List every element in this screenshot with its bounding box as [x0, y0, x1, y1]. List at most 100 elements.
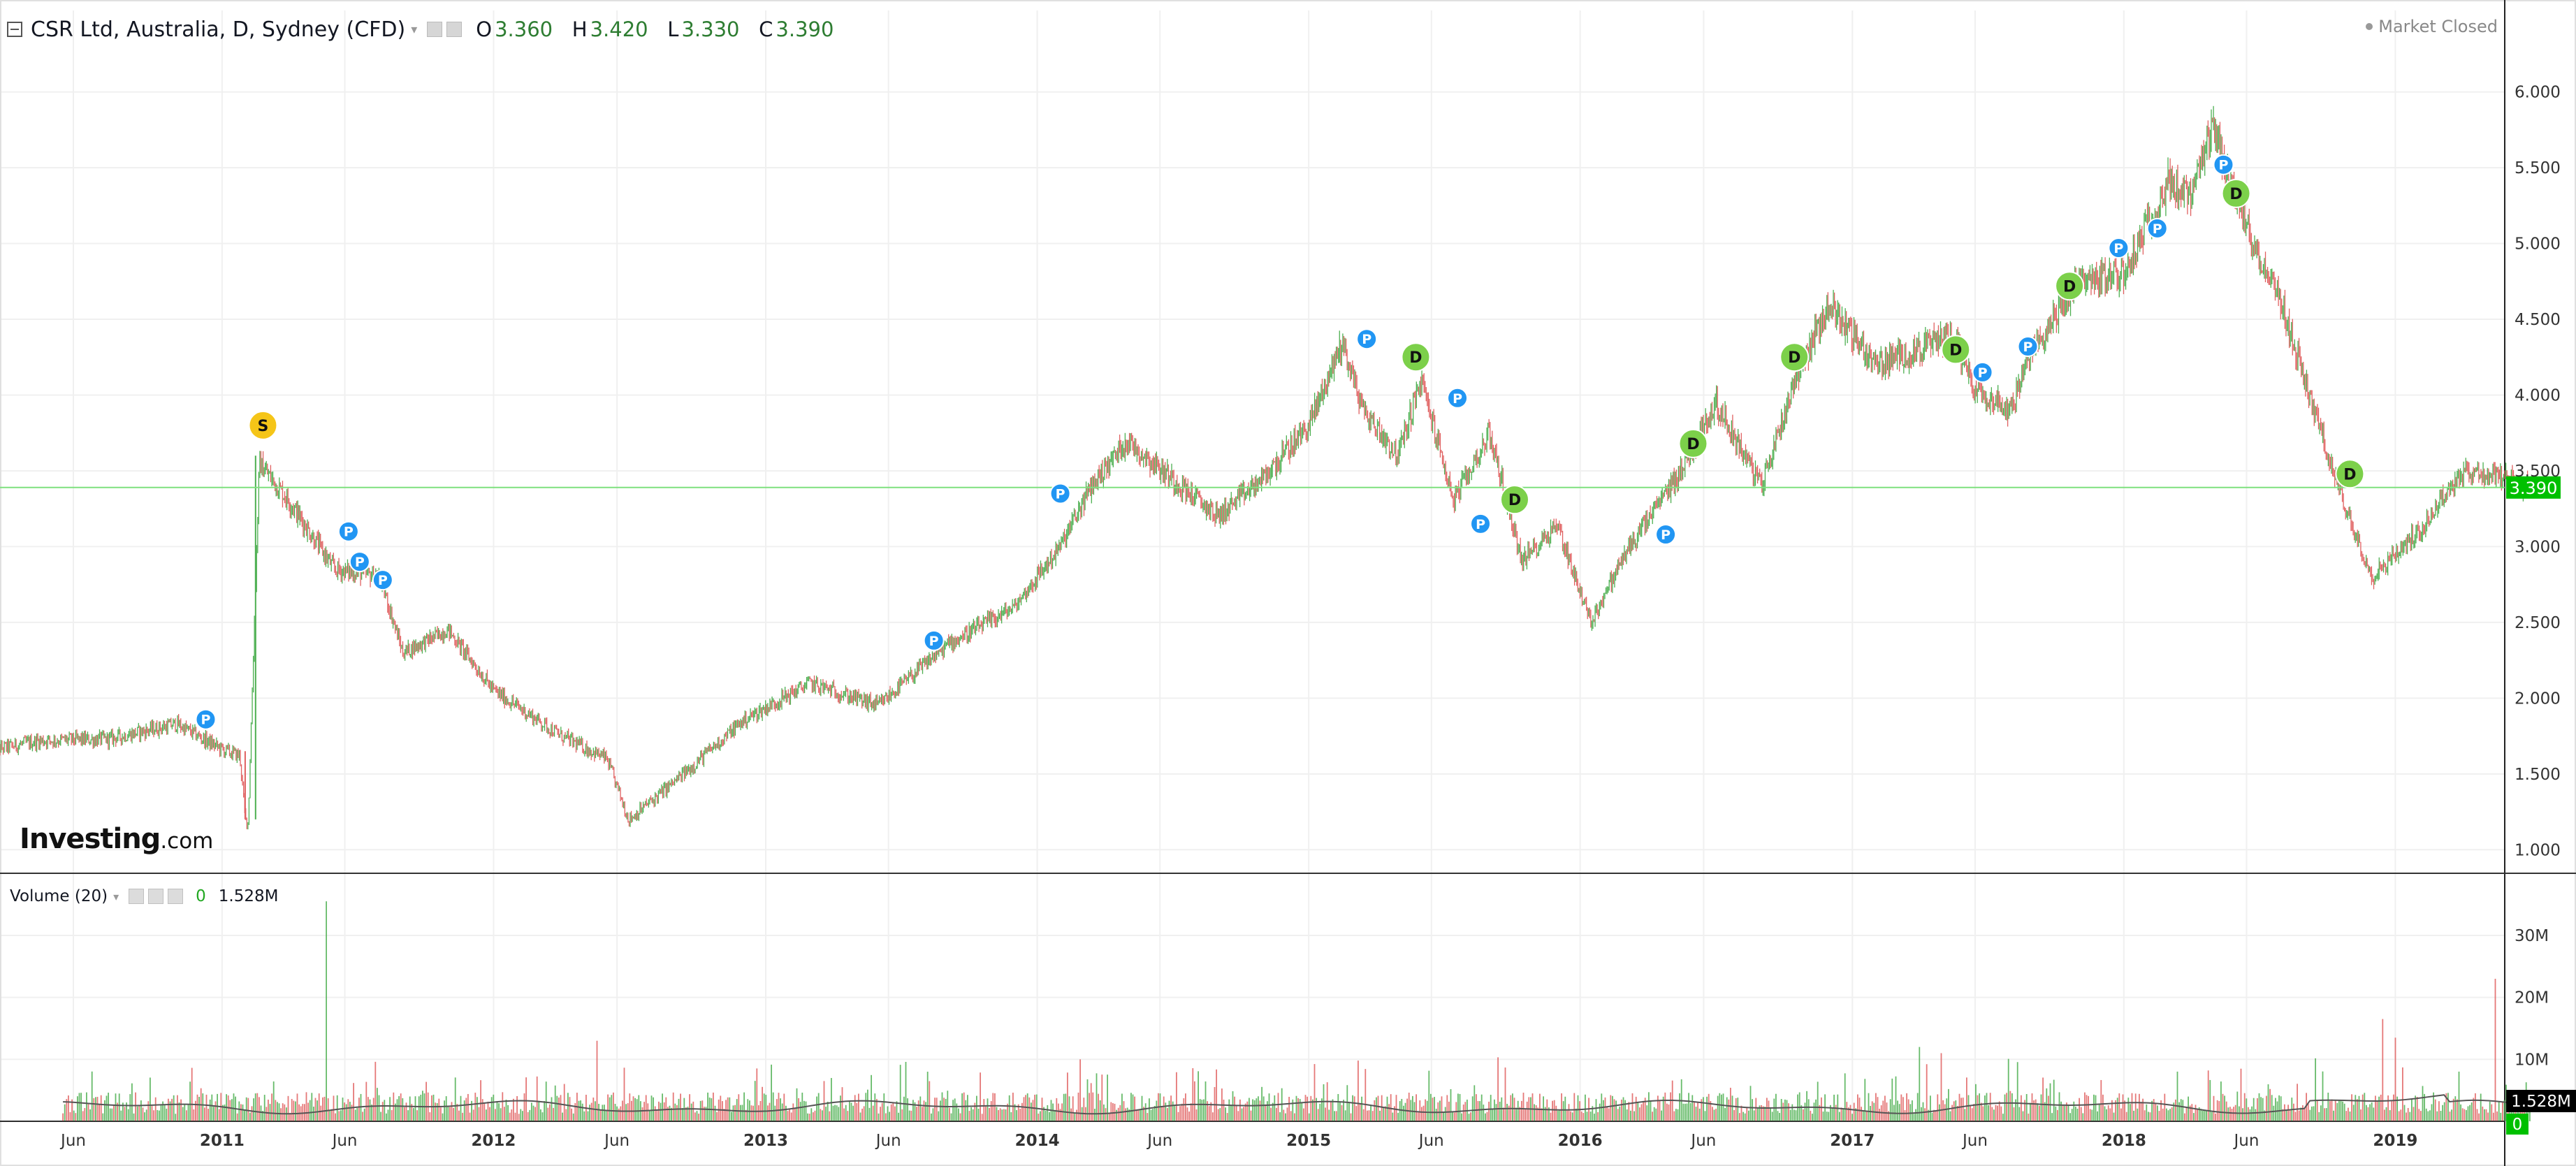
- volume-tick-label: 30M: [2515, 927, 2549, 945]
- time-tick-label: Jun: [1418, 1132, 1444, 1150]
- event-marker-dot: [248, 410, 278, 440]
- event-marker-label: P: [2153, 221, 2162, 237]
- event-marker-label: P: [2219, 158, 2229, 173]
- collapse-icon[interactable]: [7, 22, 22, 37]
- time-tick-label: Jun: [331, 1132, 358, 1150]
- event-marker-p[interactable]: P: [1972, 361, 1993, 383]
- low-value: 3.330: [681, 17, 740, 41]
- time-tick-label: Jun: [2233, 1132, 2260, 1150]
- close-icon[interactable]: [168, 889, 184, 904]
- volume-title[interactable]: Volume (20): [10, 887, 108, 905]
- time-tick-label: 2014: [1015, 1132, 1060, 1150]
- event-marker-p[interactable]: P: [2213, 154, 2234, 175]
- high-value: 3.420: [590, 17, 648, 41]
- event-marker-p[interactable]: P: [1049, 483, 1071, 504]
- event-marker-label: P: [2023, 340, 2033, 355]
- time-tick-label: 2017: [1830, 1132, 1875, 1150]
- price-tick-label: 6.000: [2515, 84, 2561, 102]
- event-marker-label: P: [378, 573, 388, 588]
- event-marker-dot: [1356, 328, 1378, 350]
- market-status: Market Closed: [2366, 17, 2498, 36]
- volume-value-a: 0: [196, 887, 206, 905]
- symbol-title[interactable]: CSR Ltd, Australia, D, Sydney (CFD): [31, 17, 406, 42]
- event-marker-label: D: [1687, 436, 1699, 453]
- volume-tick-label: 20M: [2515, 989, 2549, 1007]
- event-marker-label: D: [2063, 278, 2076, 296]
- price-tick-label: 1.000: [2515, 841, 2561, 859]
- event-marker-p[interactable]: P: [372, 569, 393, 591]
- chevron-down-icon[interactable]: ▾: [113, 889, 119, 903]
- low-label: L: [667, 17, 679, 41]
- event-marker-label: P: [344, 525, 354, 540]
- event-marker-d[interactable]: D: [2221, 178, 2251, 208]
- event-marker-dot: [372, 569, 393, 591]
- time-tick-label: Jun: [1961, 1132, 1988, 1150]
- event-marker-label: P: [1476, 517, 1485, 532]
- price-tick-label: 4.000: [2515, 386, 2561, 405]
- event-marker-p[interactable]: P: [2146, 217, 2168, 239]
- event-marker-label: D: [1949, 342, 1962, 359]
- event-marker-p[interactable]: P: [923, 629, 945, 651]
- event-marker-p[interactable]: P: [337, 520, 359, 542]
- event-marker-label: P: [2113, 241, 2123, 256]
- event-marker-d[interactable]: D: [1780, 342, 1810, 372]
- event-marker-d[interactable]: D: [1678, 428, 1708, 458]
- event-marker-label: P: [1362, 332, 1371, 347]
- event-marker-label: D: [1409, 349, 1422, 367]
- event-marker-dot: [195, 708, 217, 730]
- event-marker-s[interactable]: S: [248, 410, 278, 440]
- event-marker-p[interactable]: P: [195, 708, 217, 730]
- event-marker-d[interactable]: D: [1401, 342, 1431, 372]
- high-label: H: [572, 17, 588, 41]
- time-tick-label: Jun: [875, 1132, 901, 1150]
- volume-ma-line: [63, 1094, 2528, 1115]
- event-marker-p[interactable]: P: [2017, 336, 2039, 358]
- time-axis: Jun 2011 Jun 2012 Jun 2013 Jun 2014 Jun 2015 Jun 20…: [59, 1132, 2417, 1150]
- close-label: C: [759, 17, 773, 41]
- event-marker-p[interactable]: P: [1655, 524, 1677, 546]
- event-marker-label: D: [1508, 492, 1521, 509]
- volume-last-label: 1.528M 0: [2506, 1090, 2576, 1135]
- event-marker-p[interactable]: P: [1356, 328, 1378, 350]
- event-marker-label: D: [2343, 466, 2356, 483]
- event-marker-dot: [2213, 154, 2234, 175]
- volume-last-text: 1.528M: [2511, 1093, 2571, 1111]
- price-tick-label: 4.500: [2515, 311, 2561, 329]
- event-marker-p[interactable]: P: [2108, 238, 2130, 259]
- volume-axis: 10M 20M 30M: [2515, 927, 2549, 1069]
- event-marker-dot: [1470, 513, 1492, 534]
- gear-icon[interactable]: [446, 22, 463, 37]
- event-marker-label: P: [929, 634, 939, 649]
- price-tick-label: 3.000: [2515, 538, 2561, 556]
- settings-icon[interactable]: [427, 22, 443, 37]
- event-marker-dot: [2017, 336, 2039, 358]
- price-tick-label: 2.500: [2515, 614, 2561, 632]
- open-label: O: [476, 17, 493, 41]
- event-marker-dot: [1401, 342, 1431, 372]
- event-marker-p[interactable]: P: [349, 551, 370, 573]
- investing-logo: Investing.com: [20, 823, 213, 855]
- last-price-badge: [2506, 476, 2561, 499]
- gear-icon[interactable]: [148, 889, 164, 904]
- event-marker-d[interactable]: D: [2055, 271, 2085, 301]
- grid-lines: [0, 10, 2505, 1121]
- eye-icon[interactable]: [129, 889, 145, 904]
- event-marker-p[interactable]: P: [1447, 387, 1469, 409]
- ohlc-readout: O 3.360 H 3.420 L 3.330 C 3.390: [476, 17, 834, 41]
- event-marker-p[interactable]: P: [1470, 513, 1492, 534]
- event-marker-d[interactable]: D: [1941, 335, 1971, 365]
- event-marker-dot: [923, 629, 945, 651]
- time-tick-label: 2012: [471, 1132, 516, 1150]
- event-marker-dot: [1447, 387, 1469, 409]
- close-value: 3.390: [776, 17, 834, 41]
- time-tick-label: 2013: [743, 1132, 788, 1150]
- event-marker-dot: [337, 520, 359, 542]
- chevron-down-icon[interactable]: ▾: [411, 22, 418, 37]
- event-marker-d[interactable]: D: [2335, 459, 2365, 489]
- event-marker-d[interactable]: D: [1500, 485, 1530, 515]
- event-marker-dot: [1678, 428, 1708, 458]
- open-value: 3.360: [495, 17, 553, 41]
